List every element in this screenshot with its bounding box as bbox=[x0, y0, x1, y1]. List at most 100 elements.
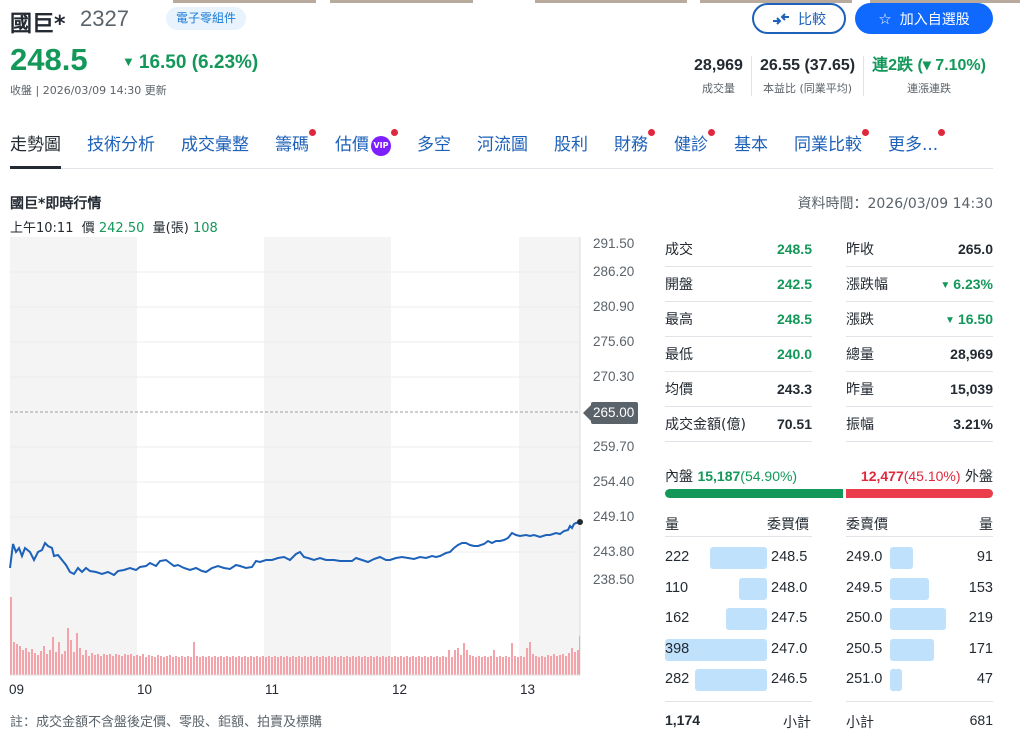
thumbnail-image bbox=[330, 0, 473, 3]
tab-label: 多空 bbox=[417, 135, 451, 155]
stat-label: 成交量 bbox=[701, 82, 735, 95]
y-tick: 275.60 bbox=[593, 334, 635, 349]
compare-button[interactable]: 比較 bbox=[752, 3, 846, 34]
quote-value: 248.5 bbox=[776, 311, 812, 327]
order-book-row: 398 247.0 250.5 171 bbox=[665, 635, 993, 666]
quote-value-text: 16.50 bbox=[957, 311, 993, 327]
x-tick: 12 bbox=[392, 682, 408, 697]
ask-qty: 219 bbox=[968, 610, 993, 626]
quote-value: 3.21% bbox=[953, 416, 993, 432]
tab-label: 技術分析 bbox=[87, 135, 155, 155]
footnote: 註：成交金額不含盤後定價、零股、鉅額、拍賣及標購 bbox=[10, 715, 323, 730]
order-book-row: 110 248.0 249.5 153 bbox=[665, 574, 993, 605]
star-icon: ☆ bbox=[878, 9, 892, 28]
ask-qty-header: 量 bbox=[979, 517, 993, 533]
tab-dividend[interactable]: 股利 bbox=[554, 133, 588, 169]
notification-dot bbox=[708, 129, 715, 136]
thumbnail-image bbox=[173, 0, 316, 3]
quote-value: ▼ 16.50 bbox=[945, 311, 993, 327]
tab-label: 更多... bbox=[888, 135, 939, 155]
tab-technical-analysis[interactable]: 技術分析 bbox=[87, 133, 155, 169]
bid-qty-header: 量 bbox=[665, 517, 679, 533]
inner-volume-bar bbox=[665, 489, 843, 498]
hover-volume: 108 bbox=[192, 221, 218, 236]
down-triangle-icon: ▼ bbox=[940, 280, 951, 291]
tab-basic[interactable]: 基本 bbox=[734, 133, 768, 169]
tab-long-short[interactable]: 多空 bbox=[417, 133, 451, 169]
chart-plot[interactable] bbox=[0, 230, 590, 680]
stat-label: 本益比 (同業平均) bbox=[763, 82, 853, 95]
stat-value: 28,969 bbox=[694, 57, 743, 74]
ask-price: 249.5 bbox=[846, 579, 883, 596]
quote-label: 昨量 bbox=[846, 382, 874, 398]
ask-depth-bar bbox=[890, 547, 913, 569]
bid-depth-bar bbox=[665, 638, 767, 661]
tab-health-check[interactable]: 健診 bbox=[674, 129, 715, 169]
tab-financials[interactable]: 財務 bbox=[614, 129, 655, 169]
add-watchlist-button[interactable]: ☆ 加入自選股 bbox=[855, 3, 993, 34]
ask-price: 249.0 bbox=[846, 549, 883, 565]
x-tick: 09 bbox=[9, 682, 25, 697]
x-tick: 10 bbox=[137, 682, 153, 697]
quote-value: 242.5 bbox=[776, 276, 812, 292]
quote-row: 成交金額(億) 70.51 振幅 3.21% bbox=[665, 407, 993, 442]
tab-trend-chart[interactable]: 走勢圖 bbox=[10, 133, 61, 169]
current-price: 248.5 bbox=[10, 42, 88, 77]
x-tick: 11 bbox=[265, 682, 280, 697]
tab-peer-comparison[interactable]: 同業比較 bbox=[794, 129, 869, 169]
tab-chips[interactable]: 籌碼 bbox=[275, 129, 316, 169]
y-tick: 280.90 bbox=[593, 299, 635, 314]
ask-price: 251.0 bbox=[846, 671, 883, 687]
tab-trade-summary[interactable]: 成交彙整 bbox=[181, 133, 249, 169]
tab-label: 基本 bbox=[734, 135, 768, 155]
tab-label: 健診 bbox=[674, 135, 708, 155]
divider bbox=[665, 536, 812, 537]
notification-dot bbox=[648, 129, 655, 136]
notification-dot bbox=[862, 129, 869, 136]
bid-depth-bar bbox=[739, 577, 767, 600]
tab-label: 股利 bbox=[554, 135, 588, 155]
tab-river-chart[interactable]: 河流圖 bbox=[477, 133, 528, 169]
tab-label: 河流圖 bbox=[477, 135, 528, 155]
tab-more[interactable]: 更多... bbox=[888, 129, 946, 169]
bid-price: 247.0 bbox=[771, 640, 808, 657]
quote-row: 均價 243.3 昨量 15,039 bbox=[665, 372, 993, 407]
quote-value: 248.5 bbox=[776, 241, 812, 257]
inner-value: 15,187 bbox=[697, 468, 741, 484]
stock-name: 國巨* bbox=[10, 12, 66, 37]
stat-streak: 連2跌 (▾ 7.10%) 連漲連跌 bbox=[863, 56, 994, 96]
order-book: 222 248.5 249.0 91 110 248.0 249.5 153 1… bbox=[665, 543, 993, 696]
quote-value: 70.51 bbox=[776, 416, 812, 432]
ask-depth-bar bbox=[890, 669, 902, 691]
quote-value: 15,039 bbox=[950, 381, 993, 397]
quote-value: 243.3 bbox=[776, 381, 812, 397]
volume-bars bbox=[10, 597, 580, 675]
quote-row: 成交 248.5 昨收 265.0 bbox=[665, 232, 993, 267]
quote-label: 最高 bbox=[665, 312, 693, 328]
ask-price: 250.5 bbox=[846, 640, 883, 657]
bid-total: 1,174 bbox=[665, 712, 701, 728]
hover-volume-label: 量(張) bbox=[152, 221, 189, 236]
ask-qty: 171 bbox=[968, 640, 993, 657]
industry-tag[interactable]: 電子零組件 bbox=[166, 7, 247, 30]
top-image-strip bbox=[0, 0, 1024, 4]
quote-row: 最高 248.5 漲跌 ▼ 16.50 bbox=[665, 302, 993, 337]
tab-valuation[interactable]: 估價 VIP bbox=[335, 129, 398, 169]
bid-price-header: 委買價 bbox=[767, 517, 809, 533]
ask-qty: 91 bbox=[976, 549, 993, 565]
intraday-chart[interactable]: 291.50 286.20 280.90 275.60 270.30 265.0… bbox=[0, 230, 655, 710]
bid-price: 247.5 bbox=[771, 610, 808, 626]
y-tick: 259.70 bbox=[593, 439, 635, 454]
outer-volume: 12,477(45.10%) 外盤 bbox=[861, 466, 993, 486]
tab-label: 籌碼 bbox=[275, 135, 309, 155]
outer-value: 12,477 bbox=[860, 468, 904, 484]
outer-volume-bar bbox=[846, 489, 993, 498]
stat-pe-ratio: 26.55 (37.65) 本益比 (同業平均) bbox=[750, 56, 863, 96]
y-tick: 254.40 bbox=[593, 474, 635, 489]
divider bbox=[846, 536, 993, 537]
quote-label: 均價 bbox=[665, 382, 693, 398]
quote-row: 最低 240.0 總量 28,969 bbox=[665, 337, 993, 372]
vip-badge-icon: VIP bbox=[371, 136, 391, 156]
quote-label: 成交金額(億) bbox=[665, 417, 746, 433]
ask-qty: 47 bbox=[976, 671, 993, 687]
